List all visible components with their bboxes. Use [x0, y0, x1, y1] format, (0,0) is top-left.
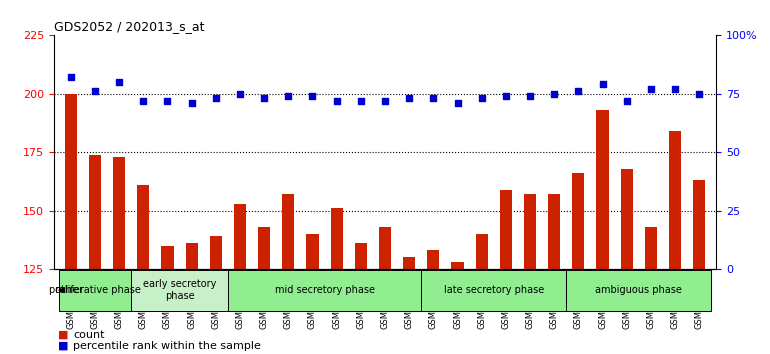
Bar: [669, 131, 681, 269]
Text: other: other: [54, 285, 84, 295]
Point: [65, 75, 77, 80]
Bar: [355, 243, 367, 269]
Point: [113, 79, 126, 85]
Point: [89, 88, 101, 94]
Bar: [113, 157, 126, 269]
Bar: [379, 227, 391, 269]
Bar: [65, 94, 77, 269]
Bar: [451, 262, 464, 269]
Point: [524, 93, 536, 99]
Text: proliferative phase: proliferative phase: [49, 285, 141, 295]
Point: [596, 82, 608, 87]
Bar: [186, 243, 198, 269]
Bar: [597, 110, 608, 269]
Point: [693, 91, 705, 97]
Bar: [403, 257, 415, 269]
Bar: [621, 169, 633, 269]
Point: [500, 93, 512, 99]
Point: [186, 100, 198, 106]
Bar: [427, 250, 440, 269]
Point: [258, 96, 270, 101]
Point: [572, 88, 584, 94]
Point: [162, 98, 174, 104]
Bar: [330, 208, 343, 269]
Point: [137, 98, 149, 104]
Text: GDS2052 / 202013_s_at: GDS2052 / 202013_s_at: [54, 20, 204, 33]
Point: [621, 98, 633, 104]
Bar: [693, 180, 705, 269]
Bar: [162, 246, 173, 269]
Bar: [572, 173, 584, 269]
Text: count: count: [73, 330, 105, 340]
Bar: [234, 204, 246, 269]
Point: [548, 91, 561, 97]
Point: [282, 93, 294, 99]
Text: ■: ■: [58, 341, 69, 351]
Bar: [524, 194, 536, 269]
Bar: [476, 234, 487, 269]
Point: [234, 91, 246, 97]
Point: [427, 96, 440, 101]
Bar: [89, 155, 101, 269]
Bar: [283, 194, 294, 269]
Bar: [131, 270, 228, 311]
Point: [644, 86, 657, 92]
Text: percentile rank within the sample: percentile rank within the sample: [73, 341, 261, 351]
Bar: [59, 270, 131, 311]
Point: [330, 98, 343, 104]
Bar: [566, 270, 711, 311]
Point: [379, 98, 391, 104]
Point: [476, 96, 488, 101]
Point: [451, 100, 464, 106]
Text: early secretory
phase: early secretory phase: [143, 279, 216, 301]
Point: [209, 96, 222, 101]
Text: ambiguous phase: ambiguous phase: [595, 285, 682, 295]
Bar: [137, 185, 149, 269]
Bar: [421, 270, 566, 311]
Text: late secretory phase: late secretory phase: [444, 285, 544, 295]
Bar: [258, 227, 270, 269]
Point: [355, 98, 367, 104]
Bar: [209, 236, 222, 269]
Bar: [306, 234, 319, 269]
Point: [306, 93, 319, 99]
Point: [669, 86, 681, 92]
Bar: [548, 194, 561, 269]
Point: [403, 96, 415, 101]
Text: mid secretory phase: mid secretory phase: [275, 285, 374, 295]
Bar: [228, 270, 421, 311]
Bar: [644, 227, 657, 269]
Text: ■: ■: [58, 330, 69, 340]
Bar: [500, 190, 512, 269]
